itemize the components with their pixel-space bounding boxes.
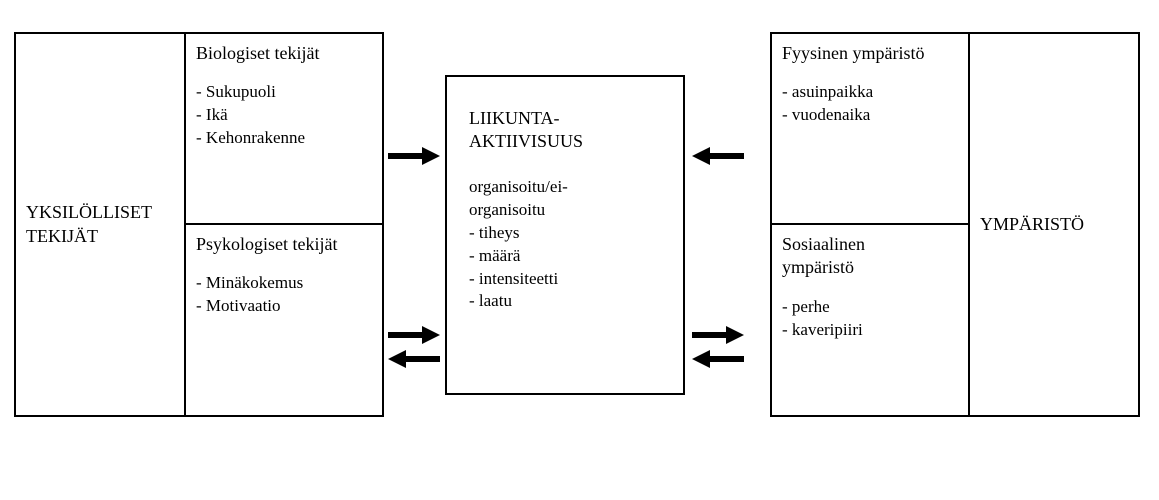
phys-item-2: - vuodenaika	[782, 104, 958, 127]
physical-environment-list: - asuinpaikka - vuodenaika	[782, 81, 958, 127]
center-item-4: - laatu	[469, 290, 661, 313]
physical-environment-box: Fyysinen ympäristö - asuinpaikka - vuode…	[770, 32, 970, 225]
left-label-line1: YKSILÖLLISET	[26, 202, 152, 222]
center-title-1: LIIKUNTA-	[469, 108, 560, 128]
psy-item-2: - Motivaatio	[196, 295, 372, 318]
left-label-line2: TEKIJÄT	[26, 226, 98, 246]
center-sub-2: organisoitu	[469, 199, 661, 222]
bio-item-3: - Kehonrakenne	[196, 127, 372, 150]
arrow-center-to-socenv	[692, 325, 744, 345]
physical-activity-details: organisoitu/ei- organisoitu - tiheys - m…	[469, 176, 661, 314]
arrow-physenv-to-center	[692, 146, 744, 166]
arrow-center-to-psy	[388, 349, 440, 369]
biological-factors-title: Biologiset tekijät	[196, 42, 372, 65]
social-environment-list: - perhe - kaveripiiri	[782, 296, 958, 342]
social-environment-box: Sosiaalinen ympäristö - perhe - kaveripi…	[770, 223, 970, 417]
arrow-socenv-to-center	[692, 349, 744, 369]
psychological-factors-list: - Minäkokemus - Motivaatio	[196, 272, 372, 318]
phys-item-1: - asuinpaikka	[782, 81, 958, 104]
physical-environment-title: Fyysinen ympäristö	[782, 42, 958, 65]
physical-activity-box: LIIKUNTA- AKTIIVISUUS organisoitu/ei- or…	[445, 75, 685, 395]
center-item-2: - määrä	[469, 245, 661, 268]
bio-item-2: - Ikä	[196, 104, 372, 127]
arrow-psy-to-center	[388, 325, 440, 345]
psychological-factors-box: Psykologiset tekijät - Minäkokemus - Mot…	[184, 223, 384, 417]
soc-item-2: - kaveripiiri	[782, 319, 958, 342]
center-item-1: - tiheys	[469, 222, 661, 245]
bio-item-1: - Sukupuoli	[196, 81, 372, 104]
center-item-3: - intensiteetti	[469, 268, 661, 291]
psychological-factors-title: Psykologiset tekijät	[196, 233, 372, 256]
soc-item-1: - perhe	[782, 296, 958, 319]
center-title-2: AKTIIVISUUS	[469, 131, 583, 151]
biological-factors-box: Biologiset tekijät - Sukupuoli - Ikä - K…	[184, 32, 384, 225]
biological-factors-list: - Sukupuoli - Ikä - Kehonrakenne	[196, 81, 372, 150]
psy-item-1: - Minäkokemus	[196, 272, 372, 295]
right-environment-label: YMPÄRISTÖ	[980, 213, 1084, 236]
right-environment-box: YMPÄRISTÖ	[968, 32, 1140, 417]
arrow-bio-to-center	[388, 146, 440, 166]
soc-title-line2: ympäristö	[782, 257, 854, 277]
center-sub-1: organisoitu/ei-	[469, 176, 661, 199]
soc-title-line1: Sosiaalinen	[782, 234, 865, 254]
physical-activity-title: LIIKUNTA- AKTIIVISUUS	[469, 107, 661, 154]
left-individual-factors-box: YKSILÖLLISET TEKIJÄT	[14, 32, 186, 417]
social-environment-title: Sosiaalinen ympäristö	[782, 233, 958, 280]
left-individual-factors-label: YKSILÖLLISET TEKIJÄT	[26, 201, 152, 248]
